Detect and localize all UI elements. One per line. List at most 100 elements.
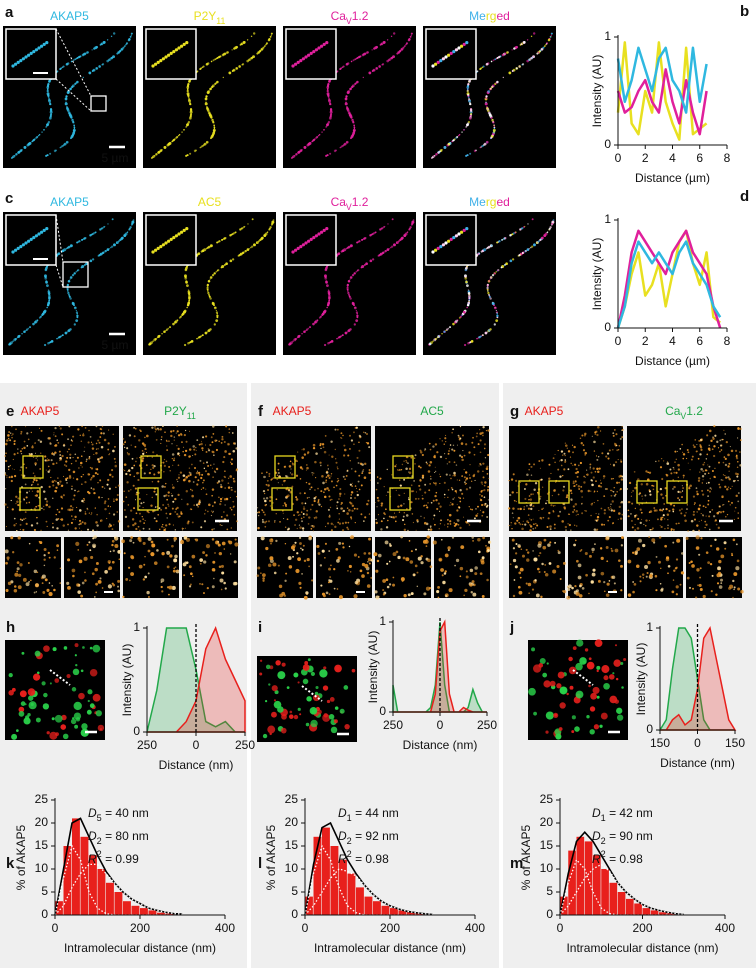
localization (586, 469, 588, 471)
text-part: 11 (187, 411, 196, 421)
localization (297, 514, 300, 516)
signal-dot (72, 121, 75, 124)
localization (428, 442, 431, 445)
localization (596, 520, 599, 522)
localization (230, 508, 233, 511)
localization (134, 487, 138, 490)
inset-dot (164, 55, 168, 59)
localization (434, 443, 438, 446)
signal-dot (215, 319, 219, 323)
localization (445, 473, 448, 476)
localization (648, 489, 651, 491)
localization (111, 475, 114, 478)
localization (284, 479, 286, 482)
localization (220, 483, 222, 486)
localization (611, 500, 614, 503)
localization (264, 499, 267, 503)
signal-dot (58, 335, 61, 339)
localization (270, 479, 273, 481)
localization (477, 513, 479, 515)
signal-dot (68, 294, 71, 297)
signal-dot (519, 253, 522, 256)
signal-dot (241, 63, 245, 66)
localization (302, 544, 305, 547)
inset-dot (177, 46, 181, 50)
localization (212, 505, 214, 507)
localization (602, 475, 606, 478)
localization (204, 509, 207, 511)
inset-dot (40, 230, 44, 234)
localization (80, 455, 83, 458)
signal-dot (528, 58, 532, 61)
localization (451, 536, 455, 539)
signal-dot (513, 47, 516, 50)
localization (293, 514, 295, 517)
localization (47, 459, 50, 462)
zoom-line (55, 28, 92, 97)
localization (304, 502, 307, 505)
localization (648, 519, 650, 521)
signal-dot (360, 266, 363, 269)
localization (51, 526, 55, 529)
localization (267, 489, 269, 491)
signal-dot (216, 241, 219, 244)
localization (572, 480, 575, 483)
localization (550, 504, 553, 507)
localization (317, 487, 319, 490)
overlay-blob (70, 718, 77, 725)
localization (32, 472, 35, 475)
localization (181, 529, 184, 531)
signal-dot (235, 67, 238, 70)
localization (265, 483, 268, 486)
localization (43, 490, 46, 493)
localization (50, 476, 52, 479)
signal-dot (463, 343, 467, 347)
signal-dot (65, 101, 67, 103)
localization (364, 563, 369, 569)
localization (553, 523, 556, 526)
signal-dot (67, 329, 71, 332)
overlay-blob (89, 703, 95, 709)
localization (281, 484, 283, 486)
localization (452, 444, 455, 447)
signal-dot (182, 313, 184, 315)
overlay-blob (19, 690, 27, 698)
localization (156, 549, 159, 552)
signal-dot (362, 76, 364, 79)
signal-dot (458, 133, 461, 136)
localization (696, 524, 699, 527)
localization (388, 583, 392, 586)
localization (60, 484, 64, 487)
localization (574, 502, 578, 506)
localization (725, 476, 728, 479)
localization (512, 507, 515, 510)
signal-dot (234, 231, 237, 234)
localization (96, 468, 99, 471)
inset-dot (161, 57, 165, 61)
signal-dot (356, 313, 359, 315)
localization (299, 542, 302, 545)
localization (13, 585, 17, 588)
localization (333, 568, 336, 571)
localization (211, 488, 215, 491)
localization (66, 482, 68, 484)
localization (79, 522, 82, 525)
localization (199, 562, 202, 565)
signal-dot (391, 218, 394, 221)
signal-dot (371, 49, 373, 51)
localization (213, 528, 215, 530)
localization (319, 564, 323, 567)
signal-dot (463, 129, 465, 131)
localization (183, 536, 188, 540)
localization (194, 453, 197, 456)
channel-label: P2Y11 (194, 9, 226, 26)
localization (58, 425, 60, 428)
localization (11, 468, 13, 470)
overlay-blob (23, 717, 31, 725)
localization (212, 510, 214, 513)
inset-dot (19, 245, 23, 249)
localization (387, 491, 389, 493)
localization (219, 578, 224, 583)
localization (226, 514, 229, 517)
localization (346, 507, 349, 509)
